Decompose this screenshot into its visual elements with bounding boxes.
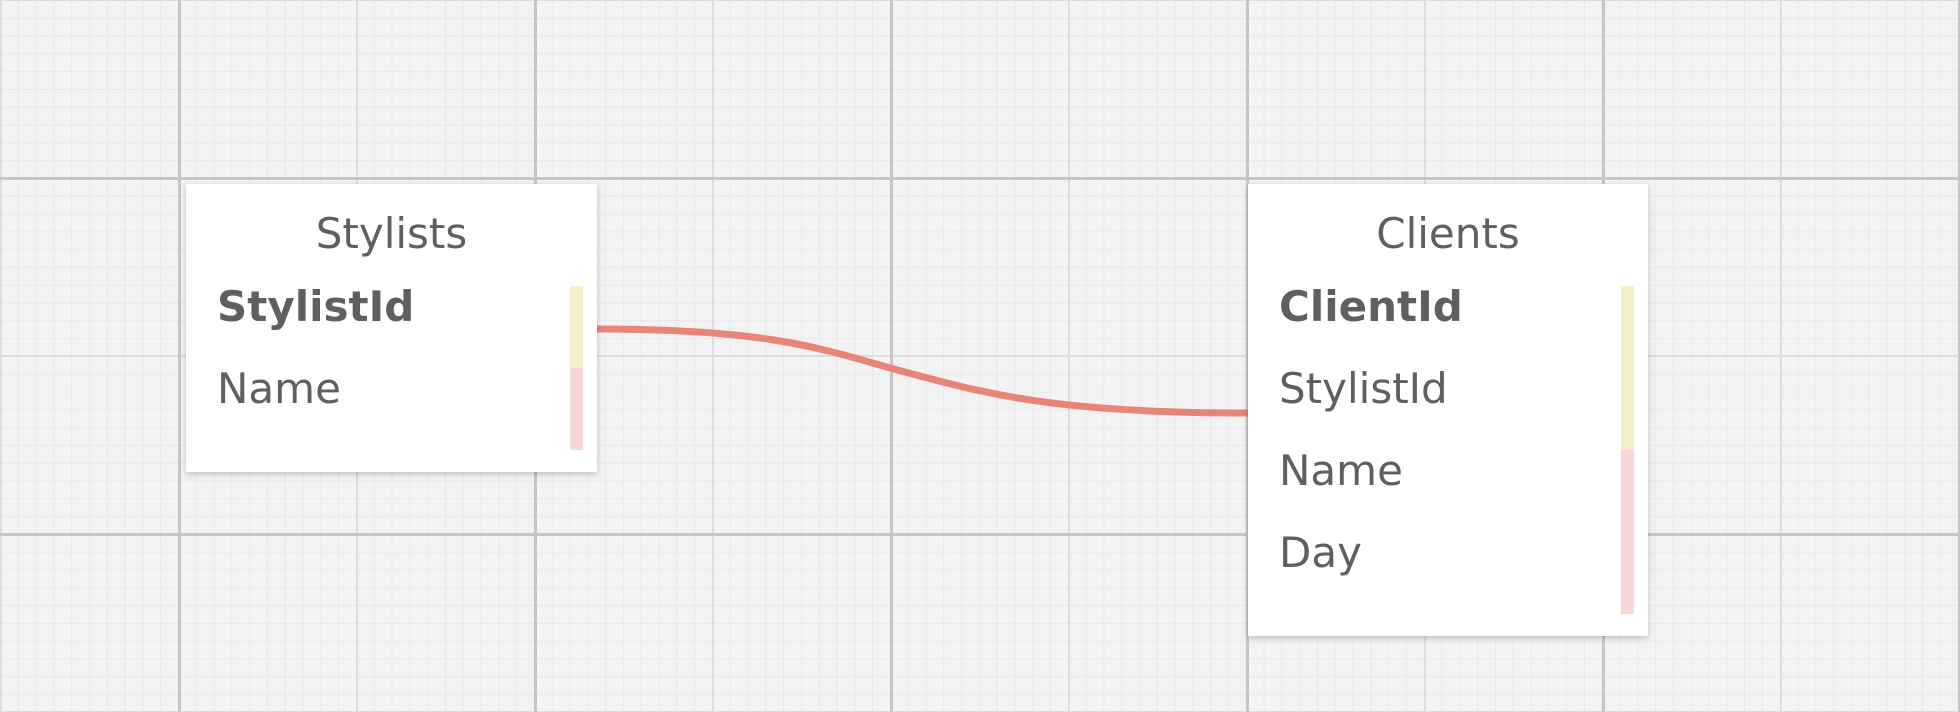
table-stylists[interactable]: Stylists StylistId Name (186, 184, 597, 472)
field-stylistid[interactable]: StylistId (217, 282, 415, 331)
key-fields-strip (570, 286, 583, 368)
plain-fields-strip (1621, 450, 1634, 614)
table-title: Stylists (315, 209, 468, 258)
key-fields-strip (1621, 286, 1634, 450)
field-day[interactable]: Day (1279, 528, 1362, 577)
field-name[interactable]: Name (1279, 446, 1403, 495)
field-stylistid[interactable]: StylistId (1279, 364, 1448, 413)
plain-fields-strip (570, 368, 583, 450)
table-title: Clients (1376, 209, 1520, 258)
relation-line-stylistid[interactable] (593, 325, 1252, 417)
field-clientid[interactable]: ClientId (1279, 282, 1463, 331)
field-name[interactable]: Name (217, 364, 341, 413)
table-clients[interactable]: Clients ClientId StylistId Name Day (1248, 184, 1648, 636)
